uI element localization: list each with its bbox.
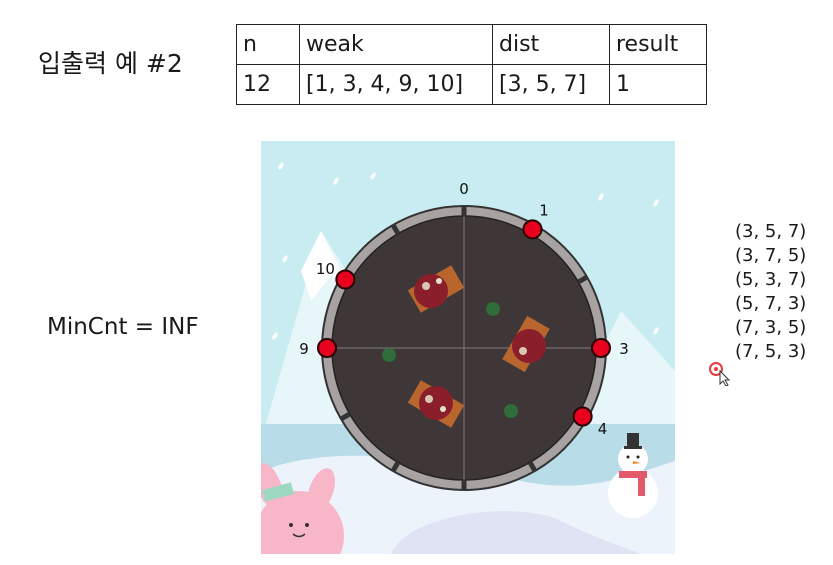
wall-tick <box>577 274 589 285</box>
table-set-bottom-left <box>407 380 465 428</box>
distance-permutations: (3, 5, 7) (3, 7, 5) (5, 3, 7) (5, 7, 3) … <box>735 220 806 364</box>
header-n: n <box>236 24 300 65</box>
position-label: 1 <box>539 201 549 219</box>
permutation-item: (3, 5, 7) <box>735 221 807 242</box>
position-labels: 0 1 3 4 9 10 <box>299 180 629 438</box>
cell-weak: [1, 3, 4, 9, 10] <box>299 64 493 105</box>
snowflakes <box>272 162 659 340</box>
snow-drift <box>391 511 641 554</box>
table-row: 12 [1, 3, 4, 9, 10] [3, 5, 7] 1 <box>236 64 707 105</box>
plants <box>382 302 518 418</box>
cell-dist: [3, 5, 7] <box>492 64 610 105</box>
position-label: 3 <box>619 340 629 358</box>
mouse-cursor-icon <box>709 362 731 386</box>
wall-tick <box>527 461 538 473</box>
header-result: result <box>609 24 707 65</box>
position-label: 9 <box>299 340 309 358</box>
permutation-item: (7, 5, 3) <box>735 341 807 362</box>
weak-point-markers <box>317 219 611 427</box>
weak-point-marker <box>572 406 593 427</box>
bunny-illustration <box>261 463 344 554</box>
header-dist: dist <box>492 24 610 65</box>
weak-point-marker <box>591 338 611 358</box>
permutation-item: (5, 7, 3) <box>735 293 807 314</box>
weak-point-marker <box>335 269 356 290</box>
position-label: 0 <box>459 180 469 198</box>
table-header-row: n weak dist result <box>236 24 707 65</box>
cell-result: 1 <box>609 64 707 105</box>
snowman-illustration <box>608 433 658 518</box>
circular-wall-diagram: 0 1 3 4 9 10 <box>261 141 675 554</box>
min-count-label: MinCnt = INF <box>47 314 199 340</box>
mountain-snowcap <box>301 231 346 301</box>
weak-point-marker <box>522 219 543 240</box>
wall-tick <box>390 461 401 473</box>
permutation-item: (3, 7, 5) <box>735 245 807 266</box>
wall-tick <box>339 411 351 422</box>
weak-point-marker <box>317 338 337 358</box>
position-label: 4 <box>598 420 608 438</box>
table-set-right <box>502 315 550 373</box>
cell-n: 12 <box>236 64 300 105</box>
io-table: n weak dist result 12 [1, 3, 4, 9, 10] [… <box>236 24 707 105</box>
wall-tick <box>390 223 401 235</box>
permutation-item: (7, 3, 5) <box>735 317 807 338</box>
table-set-top-left <box>407 265 465 313</box>
position-label: 10 <box>316 260 335 278</box>
example-heading: 입출력 예 #2 <box>38 49 183 78</box>
header-weak: weak <box>299 24 493 65</box>
permutation-item: (5, 3, 7) <box>735 269 807 290</box>
